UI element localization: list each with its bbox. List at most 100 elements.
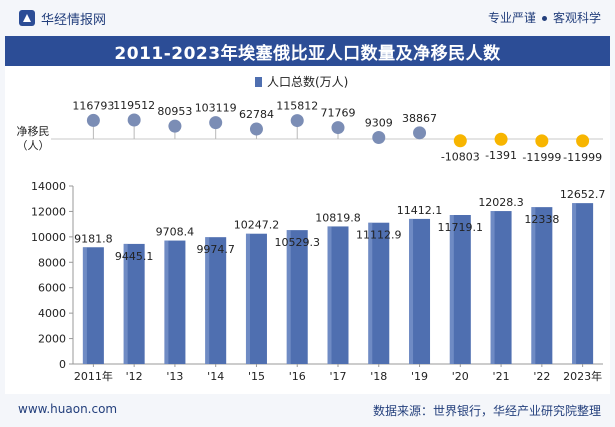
legend-swatch — [255, 77, 262, 87]
population-bar-highlight — [368, 222, 373, 364]
x-tick-label: '15 — [248, 370, 265, 383]
bar-value-label: 11412.1 — [397, 204, 443, 217]
population-bar-highlight — [449, 215, 454, 364]
lollipop-dot — [86, 113, 100, 127]
bar-value-label: 12338 — [524, 213, 559, 226]
lollipop-value-label: -10803 — [441, 151, 480, 164]
bar-value-label: 9445.1 — [115, 250, 154, 263]
footer-url: www.huaon.com — [18, 402, 118, 416]
population-bar — [327, 226, 349, 364]
bar-value-label: 9974.7 — [196, 243, 235, 256]
population-bar — [286, 230, 308, 364]
x-tick-label: '14 — [207, 370, 224, 383]
y-tick-label: 2000 — [38, 333, 66, 346]
tag-right: 客观科学 — [552, 11, 601, 25]
y-tick-label: 8000 — [38, 256, 66, 269]
lollipop-value-label: 116793 — [72, 99, 114, 112]
lollipop-value-label: 9309 — [365, 117, 393, 130]
lollipop-dot — [453, 134, 467, 148]
lollipop-dot — [576, 134, 590, 148]
footer: www.huaon.com 数据来源：世界银行，华经产业研究院整理 — [0, 394, 615, 427]
lollipop-value-label: 119512 — [113, 99, 155, 112]
lollipop-dot — [331, 121, 345, 135]
x-tick-label: '16 — [289, 370, 306, 383]
lollipop-dot — [494, 132, 508, 146]
population-bar-highlight — [409, 218, 414, 364]
bar-value-label: 10529.3 — [274, 236, 320, 249]
x-tick-label: '21 — [493, 370, 510, 383]
population-bar-highlight — [82, 247, 87, 364]
tag-left: 专业严谨 — [487, 11, 536, 25]
legend-label: 人口总数(万人) — [267, 74, 348, 89]
title-bar: 2011-2023年埃塞俄比亚人口数量及净移民人数 — [5, 36, 610, 66]
lollipop-dot — [209, 116, 223, 130]
logo-icon — [19, 10, 35, 26]
population-bar-highlight — [286, 230, 291, 364]
population-bar-highlight — [572, 203, 577, 364]
lollipop-value-label: 103119 — [195, 102, 237, 115]
population-bar — [572, 203, 594, 364]
plot-area: 人口总数(万人) 净移民 （人） 116793 119512 80953 103119 627… — [5, 66, 610, 394]
x-tick-label: '13 — [166, 370, 183, 383]
x-tick-label: '19 — [411, 370, 428, 383]
population-bar — [531, 207, 553, 364]
lollipop-value-label: 38867 — [402, 112, 437, 125]
bar-value-label: 11719.1 — [438, 221, 484, 234]
population-bar — [245, 233, 267, 364]
lollipop-dot — [249, 122, 263, 136]
x-tick-label: '20 — [452, 370, 469, 383]
population-bar — [409, 218, 431, 364]
y-tick-label: 12000 — [31, 205, 66, 218]
lollipop-dot — [290, 114, 304, 128]
site-name: 华经情报网 — [41, 13, 107, 28]
lollipop-dot — [413, 126, 427, 140]
bar-value-label: 10819.8 — [315, 211, 361, 224]
x-tick-label: '18 — [370, 370, 387, 383]
footer-source: 数据来源：世界银行，华经产业研究院整理 — [372, 404, 601, 418]
population-bar-highlight — [205, 237, 210, 364]
y-tick-label: 14000 — [31, 180, 66, 193]
x-tick-label: '12 — [126, 370, 143, 383]
dot-separator — [541, 16, 547, 21]
lollipop-value-label: -11999 — [563, 151, 602, 164]
lollipop-value-label: 62784 — [239, 108, 274, 121]
top-bar: 华经情报网 专业严谨 客观科学 — [0, 0, 615, 36]
lollipop-value-label: 71769 — [321, 107, 356, 120]
lollipop-value-label: 80953 — [157, 105, 192, 118]
population-bar — [164, 240, 186, 364]
y-tick-label: 0 — [59, 358, 66, 371]
population-bar-highlight — [327, 226, 332, 364]
population-bar-highlight — [531, 207, 536, 364]
bar-value-label: 9708.4 — [156, 226, 195, 239]
population-bar-highlight — [123, 243, 128, 364]
y-tick-label: 4000 — [38, 307, 66, 320]
population-bar — [82, 247, 104, 364]
bar-value-label: 9181.8 — [74, 232, 113, 245]
lollipop-dot — [168, 119, 182, 133]
lollipop-value-label: -11999 — [522, 151, 561, 164]
population-bar-highlight — [245, 233, 250, 364]
tagline: 专业严谨 客观科学 — [488, 9, 601, 26]
bar-value-label: 12028.3 — [478, 196, 524, 209]
population-bar — [368, 222, 390, 364]
y-tick-label: 6000 — [38, 282, 66, 295]
population-bar — [490, 211, 512, 364]
x-tick-label: '17 — [329, 370, 346, 383]
population-bar-highlight — [164, 240, 169, 364]
chart-title: 2011-2023年埃塞俄比亚人口数量及净移民人数 — [114, 43, 501, 64]
population-bar-highlight — [490, 211, 495, 364]
lollipop-dot — [372, 131, 386, 145]
lollipop-dot — [127, 113, 141, 127]
lollipop-value-label: -1391 — [485, 149, 517, 162]
bar-value-label: 10247.2 — [234, 219, 280, 232]
population-bar — [123, 243, 145, 364]
bar-value-label: 12652.7 — [560, 188, 606, 201]
population-bar — [205, 237, 227, 364]
x-tick-label: 2023年 — [563, 369, 602, 383]
x-tick-label: '22 — [533, 370, 550, 383]
lollipop-value-label: 115812 — [276, 100, 318, 113]
y-tick-label: 10000 — [31, 231, 66, 244]
population-bar — [449, 215, 471, 364]
